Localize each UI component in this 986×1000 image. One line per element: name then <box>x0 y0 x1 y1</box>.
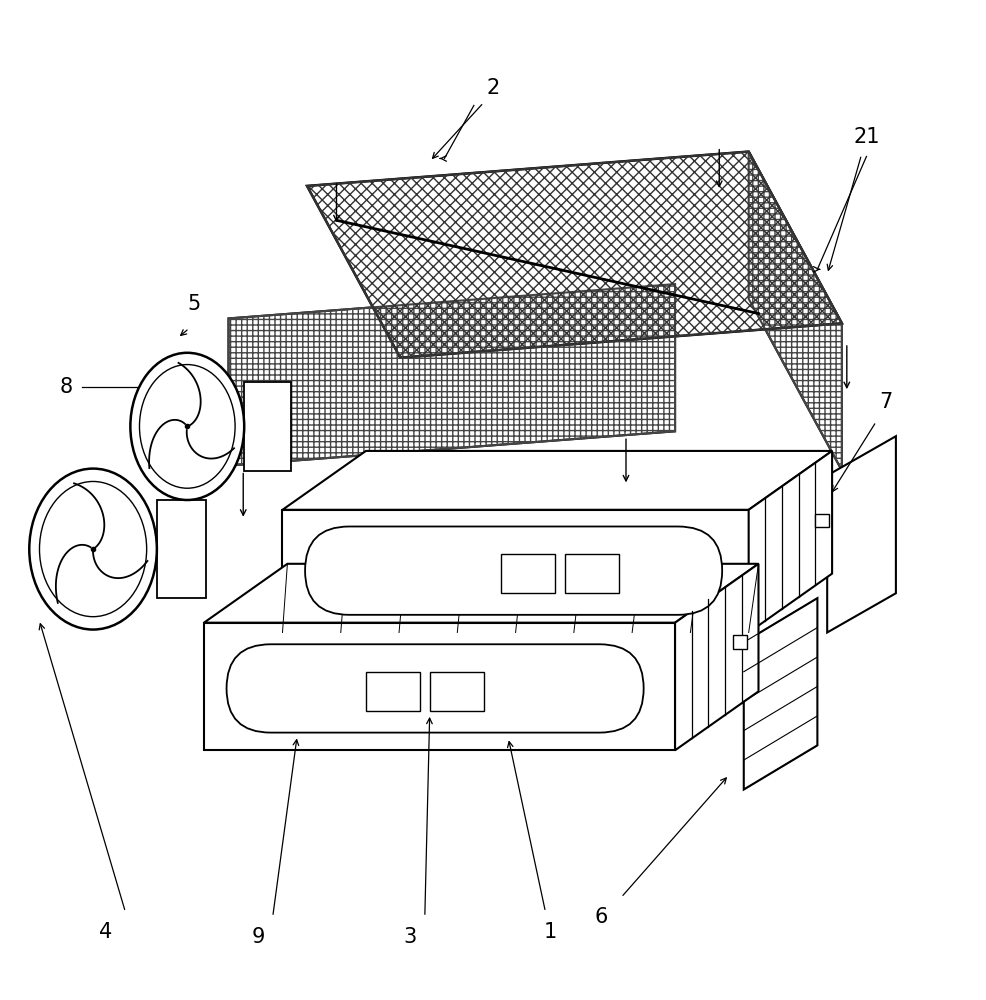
FancyBboxPatch shape <box>227 644 643 733</box>
FancyBboxPatch shape <box>305 526 722 615</box>
Polygon shape <box>826 436 895 632</box>
Bar <box>193 400 205 412</box>
Polygon shape <box>307 152 841 358</box>
Polygon shape <box>282 451 831 510</box>
Ellipse shape <box>39 481 147 617</box>
Bar <box>733 635 746 649</box>
Text: 21: 21 <box>852 127 879 147</box>
Polygon shape <box>204 623 674 750</box>
Ellipse shape <box>30 469 157 630</box>
Polygon shape <box>674 564 757 750</box>
Polygon shape <box>748 152 841 471</box>
Polygon shape <box>282 564 757 632</box>
Text: 9: 9 <box>251 927 264 947</box>
Bar <box>814 514 828 527</box>
Bar <box>366 672 419 711</box>
Ellipse shape <box>139 365 235 488</box>
Text: 7: 7 <box>879 392 891 412</box>
Polygon shape <box>204 564 757 623</box>
Text: 3: 3 <box>403 927 416 947</box>
Bar <box>501 554 555 593</box>
Text: 8: 8 <box>60 377 73 397</box>
Text: 2: 2 <box>486 78 500 98</box>
Bar <box>244 382 291 471</box>
Ellipse shape <box>130 353 244 500</box>
Bar <box>157 500 206 598</box>
Bar <box>565 554 618 593</box>
Text: 4: 4 <box>100 922 112 942</box>
Text: 6: 6 <box>595 907 607 927</box>
Polygon shape <box>743 598 816 790</box>
Bar <box>429 672 483 711</box>
Polygon shape <box>282 510 748 632</box>
Text: 1: 1 <box>543 922 556 942</box>
Polygon shape <box>229 284 674 466</box>
Text: 5: 5 <box>187 294 200 314</box>
Polygon shape <box>748 451 831 632</box>
